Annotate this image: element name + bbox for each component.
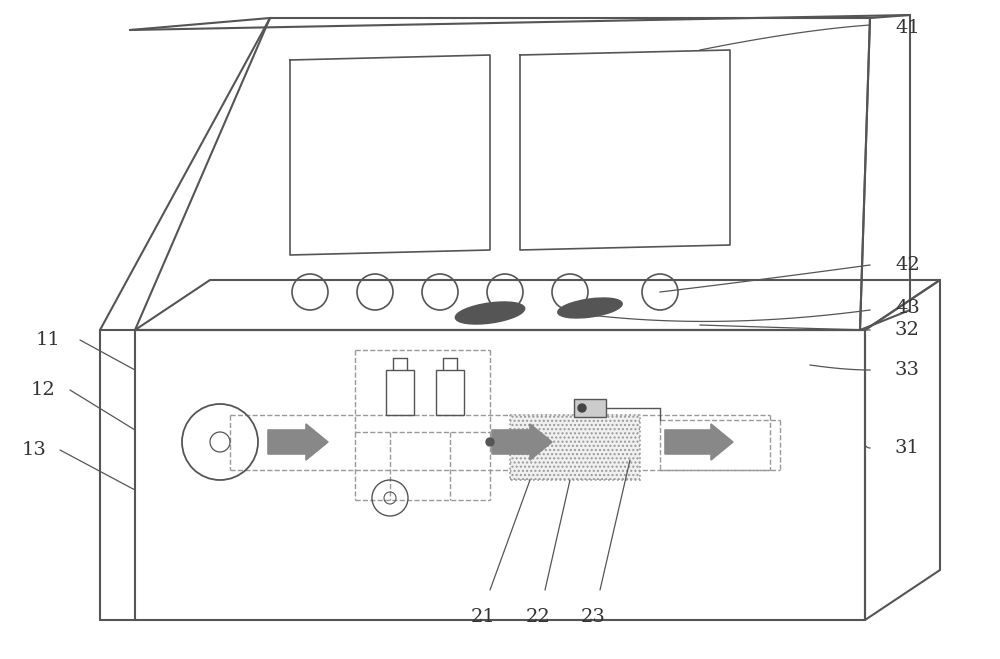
Ellipse shape xyxy=(455,302,525,324)
Text: 43: 43 xyxy=(895,299,920,317)
Text: 21: 21 xyxy=(471,608,495,626)
Bar xyxy=(386,370,414,415)
Bar xyxy=(436,370,464,415)
Text: 11: 11 xyxy=(35,331,60,349)
Text: 31: 31 xyxy=(895,439,920,457)
Bar xyxy=(574,399,606,417)
Polygon shape xyxy=(665,424,733,460)
Ellipse shape xyxy=(558,298,622,318)
Text: 12: 12 xyxy=(30,381,55,399)
Text: 33: 33 xyxy=(895,361,920,379)
Circle shape xyxy=(486,438,494,446)
Bar xyxy=(510,415,640,480)
Circle shape xyxy=(578,404,586,412)
Text: 23: 23 xyxy=(581,608,605,626)
Text: 41: 41 xyxy=(895,19,920,37)
Polygon shape xyxy=(268,424,328,460)
Text: 42: 42 xyxy=(895,256,920,274)
Polygon shape xyxy=(492,424,552,460)
Text: 13: 13 xyxy=(22,441,47,459)
Text: 32: 32 xyxy=(895,321,920,339)
Text: 22: 22 xyxy=(526,608,550,626)
